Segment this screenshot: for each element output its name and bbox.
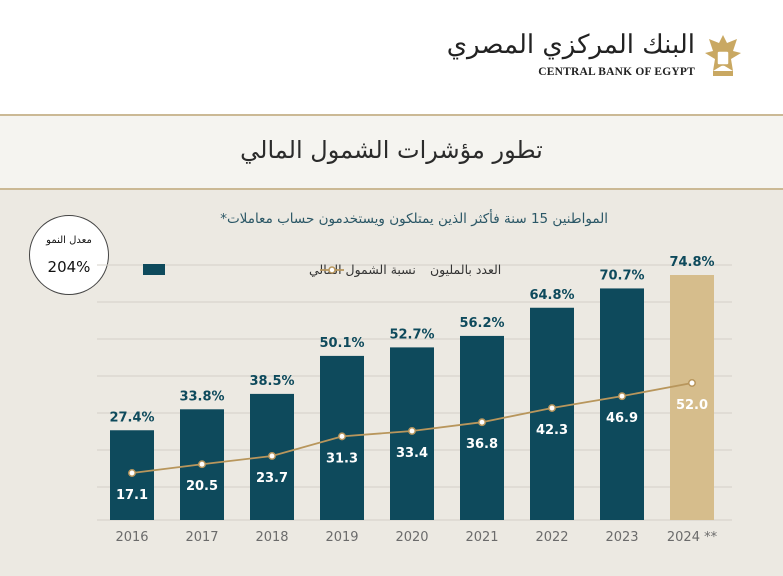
count-value-label: 20.5	[186, 479, 218, 494]
growth-rate-label: معدل النمو	[46, 235, 92, 246]
bar-value-label: 74.8%	[669, 255, 714, 270]
count-point	[408, 427, 416, 435]
count-value-label: 23.7	[256, 471, 288, 486]
page-title: تطور مؤشرات الشمول المالي	[240, 136, 543, 164]
count-value-label: 36.8	[466, 437, 498, 452]
chart-subtitle: المواطنين 15 سنة فأكثر الذين يمتلكون ويس…	[220, 211, 608, 227]
legend-bar-swatch	[143, 264, 165, 275]
eagle-emblem-icon	[705, 35, 741, 76]
growth-rate-badge: معدل النمو 204%	[29, 215, 109, 295]
bar-value-label: 52.7%	[389, 327, 434, 342]
x-tick-label: 2022	[535, 530, 568, 545]
x-tick-label: 2016	[115, 530, 148, 545]
brand-english-name: CENTRAL BANK OF EGYPT	[538, 66, 695, 78]
growth-rate-value: 204%	[47, 258, 91, 276]
bar-value-label: 38.5%	[249, 374, 294, 389]
count-point	[478, 418, 486, 427]
bar-value-label: 64.8%	[529, 288, 574, 303]
count-point	[548, 404, 556, 412]
bar-value-label: 70.7%	[599, 268, 644, 283]
count-value-label: 31.3	[326, 451, 358, 466]
count-value-label: 33.4	[396, 446, 428, 461]
title-band	[0, 116, 783, 188]
count-point	[268, 452, 276, 460]
x-tick-label: 2018	[255, 530, 288, 545]
x-tick-label: 2023	[605, 530, 638, 545]
count-point	[688, 379, 696, 387]
bar-2024	[670, 275, 714, 520]
legend-bar-label: نسبة الشمول المالي	[309, 262, 416, 278]
count-point	[128, 469, 136, 477]
legend-line-label: العدد بالمليون	[430, 262, 501, 278]
x-tick-label: 2019	[325, 530, 358, 545]
count-value-label: 17.1	[116, 488, 148, 503]
count-value-label: 46.9	[606, 411, 638, 426]
bar-value-label: 50.1%	[319, 336, 364, 351]
bar-value-label: 27.4%	[109, 410, 154, 425]
header: البنك المركزي المصري CENTRAL BANK OF EGY…	[0, 0, 783, 114]
count-point	[338, 432, 346, 441]
x-tick-label: 2024 **	[667, 530, 718, 545]
header-divider	[0, 114, 783, 116]
bar-value-label: 33.8%	[179, 389, 224, 404]
count-point	[198, 460, 206, 469]
bar-value-label: 56.2%	[459, 316, 504, 331]
count-point	[618, 392, 626, 401]
title-divider	[0, 188, 783, 190]
legend-line-marker	[328, 266, 336, 274]
brand-arabic-name: البنك المركزي المصري	[446, 30, 695, 60]
x-tick-label: 2021	[465, 530, 498, 545]
x-tick-label: 2020	[395, 530, 428, 545]
bar-2023	[600, 288, 644, 520]
x-tick-label: 2017	[185, 530, 218, 545]
bar-2022	[530, 307, 574, 520]
bar-2021	[460, 335, 504, 520]
count-value-label: 52.0	[676, 398, 708, 413]
count-value-label: 42.3	[536, 423, 568, 438]
